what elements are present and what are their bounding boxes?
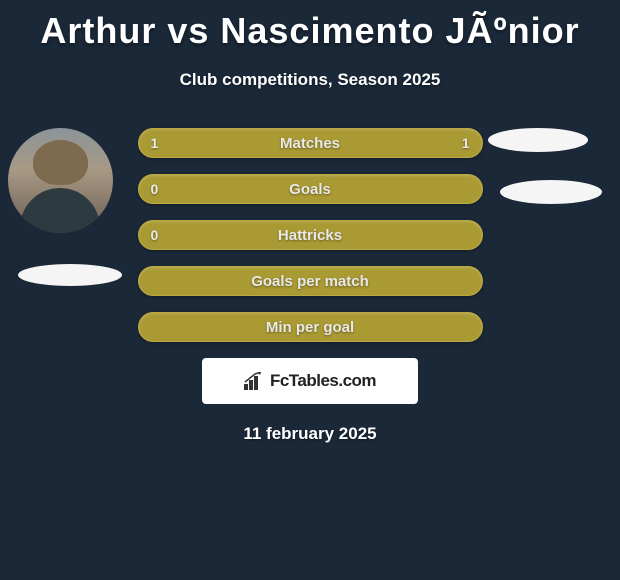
chart-icon — [244, 372, 264, 390]
stat-right-value: 1 — [462, 135, 470, 151]
name-ellipse-right-1 — [488, 128, 588, 152]
stat-row-min-per-goal: Min per goal — [138, 312, 483, 342]
subtitle: Club competitions, Season 2025 — [0, 70, 620, 90]
stat-label: Goals — [289, 181, 331, 198]
name-ellipse-right-2 — [500, 180, 602, 204]
stat-left-value: 1 — [151, 135, 159, 151]
stat-label: Goals per match — [251, 273, 369, 290]
stat-row-goals-per-match: Goals per match — [138, 266, 483, 296]
stat-label: Hattricks — [278, 227, 342, 244]
stat-row-matches: 1 Matches 1 — [138, 128, 483, 158]
player-left-photo — [8, 128, 113, 233]
page-title: Arthur vs Nascimento JÃºnior — [0, 0, 620, 52]
name-ellipse-left — [18, 264, 122, 286]
stat-label: Min per goal — [266, 319, 354, 336]
logo-text: FcTables.com — [270, 371, 376, 391]
stat-left-value: 0 — [151, 227, 159, 243]
stat-row-hattricks: 0 Hattricks — [138, 220, 483, 250]
stat-bars: 1 Matches 1 0 Goals 0 Hattricks Goals pe… — [138, 128, 483, 342]
comparison-content: 1 Matches 1 0 Goals 0 Hattricks Goals pe… — [0, 128, 620, 444]
fctables-logo[interactable]: FcTables.com — [202, 358, 418, 404]
stat-left-value: 0 — [151, 181, 159, 197]
stat-label: Matches — [280, 135, 340, 152]
date-label: 11 february 2025 — [0, 424, 620, 444]
stat-row-goals: 0 Goals — [138, 174, 483, 204]
